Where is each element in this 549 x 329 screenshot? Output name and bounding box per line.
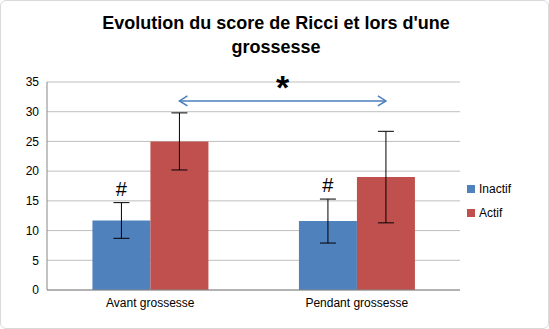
html-text:Inactif: Inactif	[479, 182, 511, 196]
svg-text:10: 10	[26, 224, 40, 238]
svg-text:#: #	[116, 178, 128, 200]
html-text:Evolution du score de Ricci et: Evolution du score de Ricci et lors d'un…	[102, 13, 450, 57]
svg-text:25: 25	[26, 135, 40, 149]
svg-text:5: 5	[32, 254, 39, 268]
svg-text:Avant grossesse: Avant grossesse	[106, 296, 195, 310]
svg-text:35: 35	[26, 75, 40, 89]
svg-text:*: *	[276, 68, 290, 106]
svg-text:30: 30	[26, 105, 40, 119]
svg-text:Pendant grossesse: Pendant grossesse	[305, 296, 408, 310]
svg-text:20: 20	[26, 164, 40, 178]
svg-text:15: 15	[26, 194, 40, 208]
html-text:Actif: Actif	[479, 206, 503, 220]
svg-text:0: 0	[32, 283, 39, 297]
svg-text:#: #	[322, 174, 334, 196]
